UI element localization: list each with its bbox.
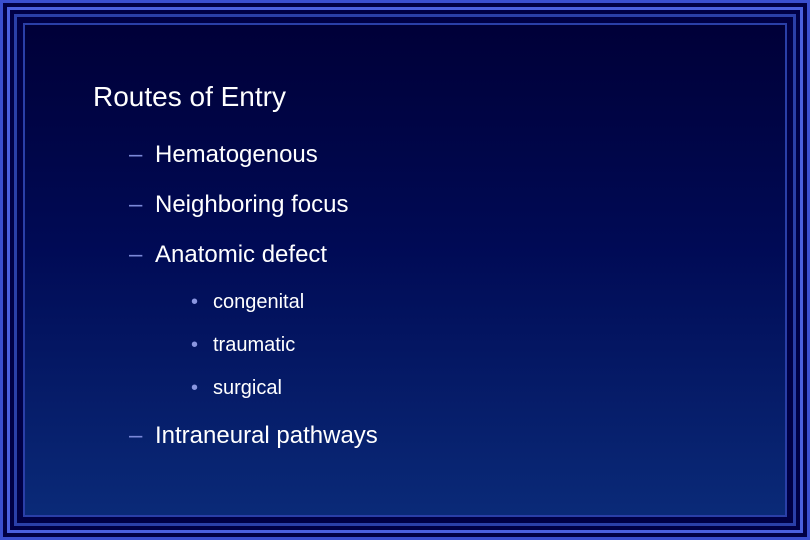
sub-list-item: surgical [191, 377, 735, 400]
list-item: Intraneural pathways [129, 422, 735, 450]
list-item-label: Neighboring focus [155, 191, 348, 218]
bullet-list: Hematogenous Neighboring focus Anatomic … [129, 141, 735, 450]
sub-list-item-label: surgical [213, 377, 282, 399]
list-item-label: Intraneural pathways [155, 422, 378, 449]
list-item: Neighboring focus [129, 191, 735, 219]
slide-content: Routes of Entry Hematogenous Neighboring… [23, 23, 787, 517]
sub-bullet-list: congenital traumatic surgical [191, 291, 735, 400]
slide-frame-mid2: Routes of Entry Hematogenous Neighboring… [14, 14, 796, 526]
list-item-label: Hematogenous [155, 141, 318, 168]
sub-list-item: traumatic [191, 334, 735, 357]
slide-title: Routes of Entry [93, 81, 735, 113]
slide-frame-outer: Routes of Entry Hematogenous Neighboring… [0, 0, 810, 540]
slide-frame-mid1: Routes of Entry Hematogenous Neighboring… [7, 7, 803, 533]
list-item-label: Anatomic defect [155, 241, 327, 268]
sub-list-item: congenital [191, 291, 735, 314]
list-item: Anatomic defect congenital traumatic sur… [129, 241, 735, 400]
sub-list-item-label: traumatic [213, 334, 295, 356]
list-item: Hematogenous [129, 141, 735, 169]
sub-list-item-label: congenital [213, 291, 304, 313]
